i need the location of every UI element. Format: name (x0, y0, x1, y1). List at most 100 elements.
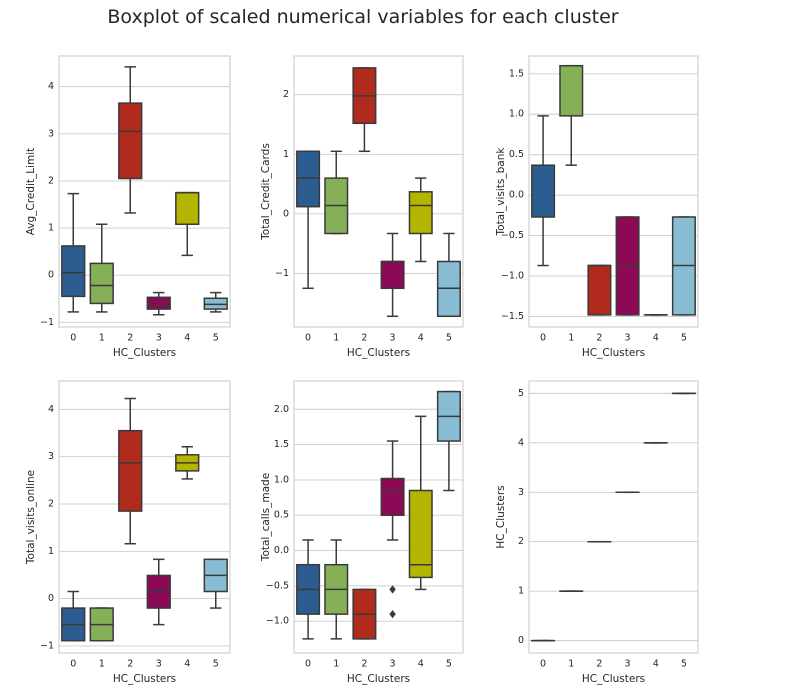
x-tick-label: 3 (625, 659, 631, 670)
x-axis-label: HC_Clusters (347, 673, 410, 685)
subplot-hc-clusters: 0 1 2 3 4 5 0 1 2 3 4 5 HC_Clusters HC_Clusters (495, 380, 699, 685)
y-tick-label: 0.5 (509, 149, 524, 160)
x-tick-label: 1 (333, 659, 339, 670)
iqr-box (146, 296, 171, 310)
box-cluster-1 (89, 223, 114, 313)
subplot-total-credit-cards: −1 0 1 2 0 1 2 3 4 5 HC_Clusters Total_Credit_Cards (260, 55, 464, 359)
iqr-box (61, 245, 86, 298)
subplot-total-visits-online: −1 0 1 2 3 4 0 1 2 3 4 5 HC_Clusters Total_visits_onl… (25, 380, 231, 685)
y-tick-label: −1 (40, 640, 54, 651)
subplot-total-visits-bank: −1.5 −1.0 −0.5 0.0 0.5 1.0 1.5 0 1 2 3 4 5 HC_Cluster… (495, 55, 699, 359)
y-axis-label: Total_visits_bank (495, 147, 507, 237)
outlier-point (389, 585, 396, 594)
x-tick-label: 0 (70, 659, 76, 670)
box-cluster-1 (89, 607, 114, 642)
box-cluster-2 (118, 397, 143, 545)
y-tick-label: 0 (48, 270, 54, 281)
box-cluster-5 (436, 232, 461, 318)
box-cluster-3 (615, 216, 640, 316)
box-cluster-5 (671, 216, 696, 316)
box-cluster-1 (324, 539, 349, 640)
x-tick-label: 2 (361, 333, 367, 344)
y-tick-label: −0.5 (266, 580, 289, 591)
iqr-box (89, 262, 114, 305)
x-tick-label: 1 (99, 659, 105, 670)
box-cluster-3 (146, 291, 171, 316)
iqr-box (296, 150, 321, 208)
x-tick-label: 0 (540, 333, 546, 344)
y-tick-label: 3 (48, 451, 54, 462)
y-tick-label: 1.0 (274, 474, 289, 485)
box-cluster-0 (61, 192, 86, 313)
iqr-box (380, 477, 405, 516)
x-tick-label: 0 (70, 333, 76, 344)
iqr-box (380, 260, 405, 290)
y-tick-label: 2.0 (274, 404, 289, 415)
box-cluster-1 (324, 150, 349, 235)
x-tick-label: 3 (156, 659, 162, 670)
box-cluster-2 (587, 264, 612, 316)
box-cluster-0 (531, 115, 556, 267)
box-cluster-0 (296, 150, 321, 290)
x-tick-label: 1 (333, 333, 339, 344)
x-tick-label: 3 (156, 333, 162, 344)
axes-frame (293, 380, 464, 654)
y-axis-label: Avg_Credit_Limit (25, 148, 37, 236)
y-axis-label: Total_Credit_Cards (260, 143, 272, 241)
iqr-box (175, 191, 200, 226)
y-tick-label: 0 (48, 593, 54, 604)
box-cluster-5 (203, 291, 228, 313)
y-tick-label: 1.0 (509, 109, 524, 120)
axes-frame (58, 380, 231, 654)
box-cluster-5 (203, 558, 228, 609)
box-cluster-3 (146, 558, 171, 626)
y-tick-label: −1.0 (266, 616, 289, 627)
box-cluster-1 (559, 64, 584, 166)
y-tick-label: 4 (518, 437, 524, 448)
x-tick-label: 5 (213, 333, 219, 344)
y-axis-label: HC_Clusters (495, 485, 507, 548)
y-axis-label: Total_visits_online (25, 470, 37, 565)
box-cluster-5 (436, 390, 461, 492)
box-cluster-2 (352, 588, 377, 640)
y-tick-label: 5 (518, 388, 524, 399)
x-tick-label: 1 (99, 333, 105, 344)
iqr-box (408, 489, 433, 579)
x-tick-label: 2 (596, 659, 602, 670)
box-cluster-0 (61, 590, 86, 642)
y-tick-label: −1 (275, 268, 289, 279)
x-tick-label: 4 (418, 333, 424, 344)
iqr-box (408, 191, 433, 235)
iqr-box (559, 64, 584, 117)
y-tick-label: 1.5 (509, 68, 524, 79)
x-tick-label: 2 (596, 333, 602, 344)
axes-frame (293, 55, 464, 328)
x-axis-label: HC_Clusters (113, 347, 176, 359)
subplot-avg-credit-limit: −1 0 1 2 3 4 0 1 2 3 4 5 HC_Clusters Avg_Credit_Limit (25, 55, 231, 359)
y-tick-label: 4 (48, 404, 54, 415)
y-tick-label: 0 (518, 635, 524, 646)
y-tick-label: 4 (48, 81, 54, 92)
y-tick-label: 0.0 (274, 545, 289, 556)
x-tick-label: 4 (184, 659, 190, 670)
x-tick-label: 3 (390, 333, 396, 344)
box-cluster-2 (352, 67, 377, 153)
y-tick-label: 1 (518, 586, 524, 597)
x-tick-label: 2 (127, 659, 133, 670)
box-cluster-4 (175, 191, 200, 257)
box-cluster-4 (175, 446, 200, 480)
x-tick-label: 0 (305, 659, 311, 670)
subplot-grid: −1 0 1 2 3 4 0 1 2 3 4 5 HC_Clusters Avg_Credit_Limit… (25, 55, 699, 685)
x-tick-label: 5 (681, 333, 687, 344)
x-tick-label: 5 (213, 659, 219, 670)
x-tick-label: 2 (361, 659, 367, 670)
y-tick-label: 1 (48, 223, 54, 234)
box-cluster-0 (296, 539, 321, 640)
x-tick-label: 4 (418, 659, 424, 670)
figure-title: Boxplot of scaled numerical variables fo… (107, 6, 618, 28)
x-tick-label: 2 (127, 333, 133, 344)
x-tick-label: 5 (446, 659, 452, 670)
x-tick-label: 5 (446, 333, 452, 344)
box-cluster-2 (118, 66, 143, 214)
